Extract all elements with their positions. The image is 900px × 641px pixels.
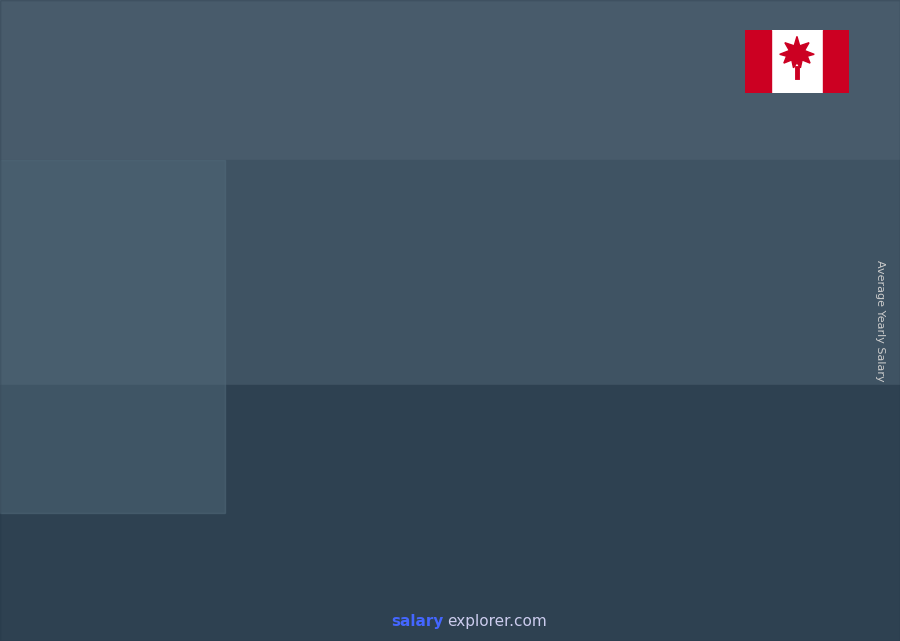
Bar — [771, 30, 823, 93]
Bar — [232, 399, 302, 577]
Text: 148,000 CAD: 148,000 CAD — [740, 220, 817, 233]
Text: Average Yearly Salary: Average Yearly Salary — [875, 260, 886, 381]
Bar — [488, 284, 558, 577]
Bar — [743, 235, 752, 577]
Bar — [743, 235, 814, 577]
Bar — [745, 30, 771, 93]
Bar — [0, 160, 900, 385]
Bar — [616, 254, 686, 263]
Bar — [488, 284, 496, 577]
Bar — [823, 30, 849, 93]
Text: +6%: +6% — [689, 175, 739, 194]
Bar — [422, 326, 430, 577]
Bar — [806, 235, 814, 577]
Text: Salary Comparison By Experience: Salary Comparison By Experience — [0, 26, 575, 55]
Text: +10%: +10% — [555, 194, 618, 212]
Text: +23%: +23% — [172, 339, 235, 358]
Bar — [104, 433, 175, 577]
Bar — [743, 235, 814, 245]
Bar — [360, 326, 430, 333]
Bar — [616, 254, 624, 577]
Bar — [0, 160, 225, 513]
Bar — [0, 0, 900, 160]
Bar — [294, 399, 302, 577]
Text: +17%: +17% — [428, 223, 491, 242]
Text: +42%: +42% — [300, 265, 363, 284]
Bar — [360, 326, 368, 577]
Bar — [232, 399, 302, 404]
Bar — [166, 433, 175, 577]
Text: 109,000 CAD: 109,000 CAD — [356, 310, 434, 323]
Bar — [232, 399, 240, 577]
Bar — [104, 433, 112, 577]
Bar — [550, 284, 558, 577]
Text: 76,900 CAD: 76,900 CAD — [232, 384, 302, 397]
Text: 62,600 CAD: 62,600 CAD — [104, 417, 175, 430]
Bar — [678, 254, 686, 577]
Text: 140,000 CAD: 140,000 CAD — [612, 238, 689, 251]
Bar — [488, 284, 558, 292]
Bar — [104, 433, 175, 437]
Text: salary: salary — [392, 615, 444, 629]
Bar — [616, 254, 686, 577]
Bar — [360, 326, 430, 577]
Text: ICU Registered Nurse: ICU Registered Nurse — [0, 70, 192, 88]
Text: 127,000 CAD: 127,000 CAD — [484, 269, 562, 281]
Text: explorer.com: explorer.com — [447, 615, 547, 629]
Polygon shape — [779, 37, 814, 68]
Bar — [0, 385, 900, 641]
